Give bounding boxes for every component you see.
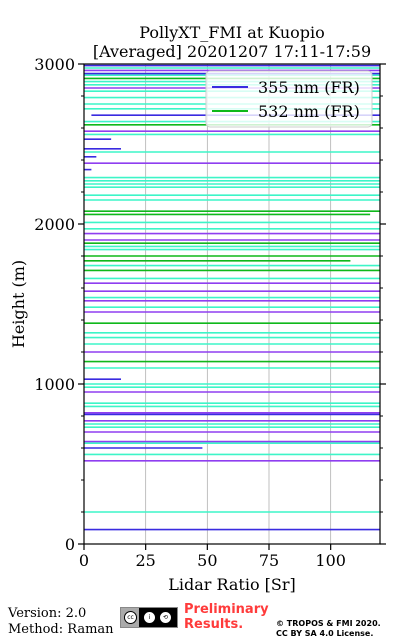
preliminary-line-1: Preliminary bbox=[184, 602, 269, 617]
cc-license-badge: cc i ⟲ bbox=[120, 607, 178, 628]
plot-frame bbox=[83, 63, 381, 545]
preliminary-results-note: Preliminary Results. bbox=[184, 602, 269, 632]
chart-legend: 355 nm (FR) 532 nm (FR) bbox=[205, 70, 373, 128]
version-text: Version: 2.0 bbox=[8, 606, 87, 621]
lidar-ratio-chart: PollyXT_FMI at Kuopio [Averaged] 2020120… bbox=[9, 23, 386, 594]
series-profiles bbox=[84, 64, 380, 531]
overlay-profiles bbox=[84, 67, 380, 513]
chart-title: PollyXT_FMI at Kuopio bbox=[139, 23, 325, 42]
x-tick-label: 0 bbox=[79, 551, 89, 570]
y-tick-label: 1000 bbox=[34, 375, 75, 394]
sa-icon: ⟲ bbox=[159, 611, 172, 624]
grid-lines bbox=[145, 64, 332, 544]
y-axis-label: Height (m) bbox=[9, 260, 28, 348]
copyright-note: © TROPOS & FMI 2020. CC BY SA 4.0 Licens… bbox=[276, 619, 381, 639]
preliminary-line-2: Results. bbox=[184, 617, 244, 632]
x-tick-label: 50 bbox=[197, 551, 217, 570]
chart-subtitle: [Averaged] 20201207 17:11-17:59 bbox=[93, 42, 371, 61]
method-text: Method: Raman bbox=[8, 622, 114, 637]
cc-icon: cc bbox=[124, 611, 137, 624]
copyright-line-2: CC BY SA 4.0 License. bbox=[276, 629, 374, 638]
x-axis-label: Lidar Ratio [Sr] bbox=[168, 575, 296, 594]
x-tick-label: 100 bbox=[315, 551, 346, 570]
y-tick-label: 2000 bbox=[34, 215, 75, 234]
y-tick-label: 3000 bbox=[34, 55, 75, 74]
x-tick-label: 25 bbox=[135, 551, 155, 570]
x-tick-label: 75 bbox=[259, 551, 279, 570]
copyright-line-1: © TROPOS & FMI 2020. bbox=[276, 619, 381, 628]
legend-label-532: 532 nm (FR) bbox=[258, 102, 360, 121]
legend-label-355: 355 nm (FR) bbox=[258, 78, 360, 97]
by-icon: i bbox=[143, 611, 156, 624]
legend-box bbox=[205, 70, 373, 128]
y-tick-label: 0 bbox=[65, 535, 75, 554]
